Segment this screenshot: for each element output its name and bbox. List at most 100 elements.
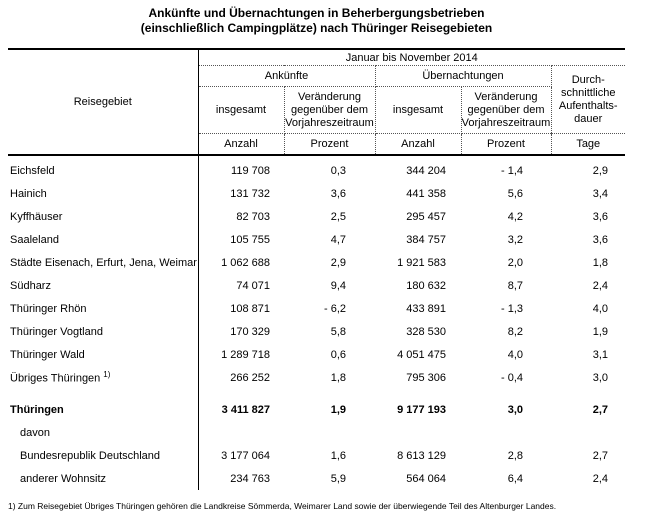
value-cell: 1 062 688 — [221, 256, 270, 269]
table-row: Saaleland 105 755 4,7 384 757 3,2 3,6 — [8, 228, 625, 251]
table-row: Thüringen 3 411 827 1,9 9 177 193 3,0 2,7 — [8, 389, 625, 421]
value-cell: 4,2 — [507, 210, 523, 223]
statistics-table: Reisegebiet Januar bis November 2014 Ank… — [8, 48, 625, 490]
region-cell: davon — [8, 421, 199, 444]
value-cell: 2,4 — [592, 472, 608, 485]
col-header-uebernachtungen: Übernachtungen — [375, 65, 552, 87]
value-cell: 2,7 — [592, 449, 608, 462]
value-cell: 4 051 475 — [397, 348, 446, 361]
page-title: Ankünfte und Übernachtungen in Beherberg… — [8, 6, 625, 36]
col-header-ankuenfte-insgesamt: insgesamt — [198, 86, 285, 134]
value-cell: 4,7 — [330, 233, 346, 246]
value-cell: - 1,3 — [500, 302, 523, 315]
value-cell: 4,0 — [507, 348, 523, 361]
col-header-uebernachtungen-insgesamt: insgesamt — [375, 86, 462, 134]
table-row: Kyffhäuser 82 703 2,5 295 457 4,2 3,6 — [8, 205, 625, 228]
table-row: Thüringer Rhön 108 871 - 6,2 433 891 - 1,3 4,… — [8, 297, 625, 320]
region-cell: Kyffhäuser — [8, 205, 199, 228]
value-cell: 295 457 — [406, 210, 446, 223]
value-cell: - 6,2 — [323, 302, 346, 315]
value-cell — [461, 421, 551, 444]
table-row: Städte Eisenach, Erfurt, Jena, Weimar 1 0… — [8, 251, 625, 274]
value-cell: 564 064 — [406, 472, 446, 485]
value-cell: 441 358 — [406, 187, 446, 200]
value-cell: 2,0 — [507, 256, 523, 269]
value-cell — [198, 421, 284, 444]
table-row: davon — [8, 421, 625, 444]
table-row: Übriges Thüringen 1) 266 252 1,8 795 306 - 0,… — [8, 366, 625, 389]
value-cell: 3,2 — [507, 233, 523, 246]
col-header-ankuenfte-veraenderung: Veränderung gegenüber dem Vorjahreszeitr… — [284, 86, 376, 134]
table-row: Thüringer Vogtland 170 329 5,8 328 530 8,2 1,… — [8, 320, 625, 343]
avg-stay-line1: Durch- — [571, 73, 605, 86]
value-cell: 1,6 — [330, 449, 346, 462]
value-cell: 3,4 — [592, 187, 608, 200]
value-cell: 2,9 — [592, 164, 608, 177]
value-cell: 1 921 583 — [397, 256, 446, 269]
value-cell: 3,6 — [330, 187, 346, 200]
unit-header-anzahl: Anzahl — [198, 133, 285, 156]
value-cell: 2,7 — [592, 403, 608, 416]
col-header-ankuenfte: Ankünfte — [198, 65, 376, 87]
footnote-marker: 1) — [103, 370, 111, 380]
value-cell: 433 891 — [406, 302, 446, 315]
value-cell: 2,5 — [330, 210, 346, 223]
value-cell: 3 177 064 — [221, 449, 270, 462]
value-cell: 1,9 — [592, 325, 608, 338]
value-cell — [284, 421, 375, 444]
region-cell: Übriges Thüringen 1) — [8, 366, 199, 389]
value-cell: - 0,4 — [500, 371, 523, 384]
value-cell: 2,8 — [507, 449, 523, 462]
table-row: Südharz 74 071 9,4 180 632 8,7 2,4 — [8, 274, 625, 297]
value-cell: 2,4 — [592, 279, 608, 292]
region-cell: Eichsfeld — [8, 155, 199, 182]
avg-stay-line3: Aufenthalts- — [558, 99, 618, 112]
value-cell: 234 763 — [230, 472, 270, 485]
value-cell: 0,3 — [330, 164, 346, 177]
table-row: Bundesrepublik Deutschland 3 177 064 1,6 8 … — [8, 444, 625, 467]
value-cell: 1 289 718 — [221, 348, 270, 361]
value-cell: 170 329 — [230, 325, 270, 338]
region-cell: Südharz — [8, 274, 199, 297]
footnote: 1) Zum Reisegebiet Übriges Thüringen geh… — [8, 501, 557, 511]
value-cell: 5,8 — [330, 325, 346, 338]
value-cell: 119 708 — [231, 164, 270, 177]
unit-header-prozent: Prozent — [284, 133, 376, 156]
value-cell: 344 204 — [406, 164, 446, 177]
value-cell: 3,0 — [507, 403, 523, 416]
table-row: Eichsfeld 119 708 0,3 344 204 - 1,4 2,9 — [8, 155, 625, 182]
col-header-reisegebiet: Reisegebiet — [8, 49, 199, 156]
value-cell: 82 703 — [236, 210, 270, 223]
value-cell: - 1,4 — [500, 164, 523, 177]
value-cell: 795 306 — [406, 371, 446, 384]
region-cell: Thüringer Vogtland — [8, 320, 199, 343]
value-cell: 328 530 — [406, 325, 446, 338]
value-cell: 3,6 — [592, 233, 608, 246]
value-cell: 3,0 — [592, 371, 608, 384]
region-cell: anderer Wohnsitz — [8, 467, 199, 490]
avg-stay-line4: dauer — [574, 112, 603, 125]
value-cell: 3,6 — [592, 210, 608, 223]
unit-header-anzahl: Anzahl — [375, 133, 462, 156]
value-cell: 3 411 827 — [221, 403, 270, 416]
region-cell: Hainich — [8, 182, 199, 205]
value-cell: 8,2 — [507, 325, 523, 338]
region-cell: Saaleland — [8, 228, 199, 251]
region-cell: Thüringer Wald — [8, 343, 199, 366]
change-line1: Veränderung — [474, 90, 538, 103]
value-cell: 6,4 — [507, 472, 523, 485]
col-header-period: Januar bis November 2014 — [198, 49, 625, 66]
avg-stay-line2: schnittliche — [561, 86, 616, 99]
region-cell: Bundesrepublik Deutschland — [8, 444, 199, 467]
value-cell: 1,8 — [330, 371, 346, 384]
region-cell: Städte Eisenach, Erfurt, Jena, Weimar — [8, 251, 199, 274]
value-cell: 266 252 — [230, 371, 270, 384]
value-cell: 5,6 — [507, 187, 523, 200]
unit-header-tage: Tage — [551, 133, 625, 156]
change-line2: gegenüber dem — [467, 103, 545, 116]
change-line3: Vorjahreszeitraum — [461, 116, 551, 129]
table-row: anderer Wohnsitz 234 763 5,9 564 064 6,4 2,4 — [8, 467, 625, 490]
value-cell: 8,7 — [507, 279, 523, 292]
change-line3: Vorjahreszeitraum — [285, 116, 374, 129]
